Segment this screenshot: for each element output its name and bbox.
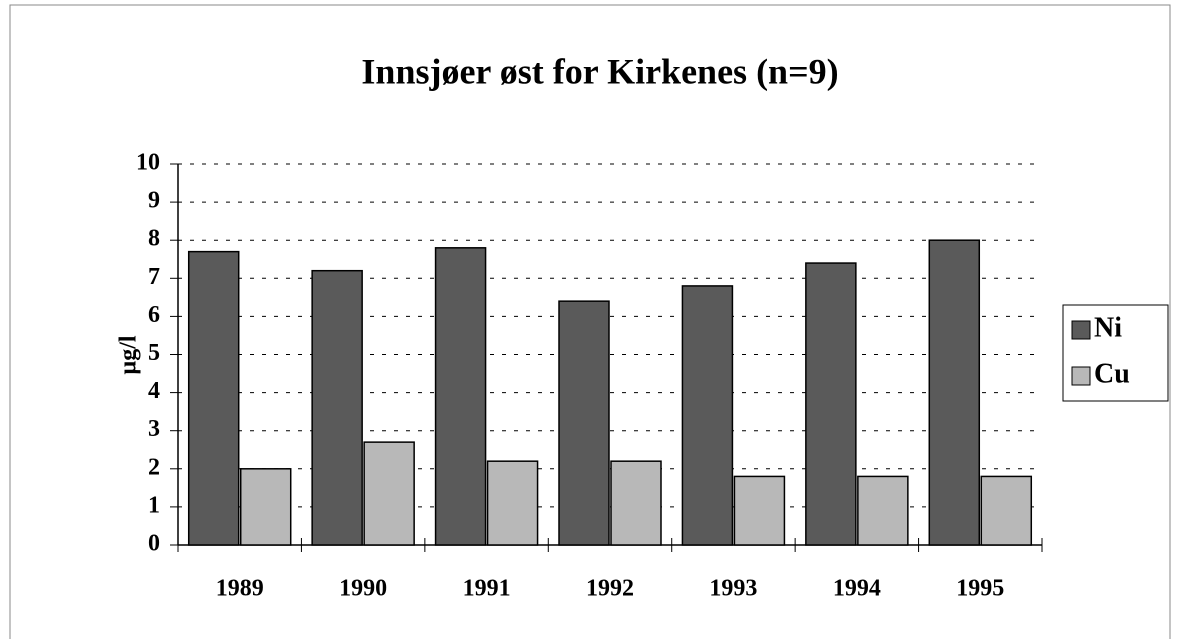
bar: [239, 468, 292, 546]
bar: [434, 247, 487, 546]
bar: [805, 262, 857, 546]
y-tick-label: 1: [148, 492, 160, 518]
chart-title: Innsjøer øst for Kirkenes (n=9): [361, 51, 838, 91]
bar: [610, 460, 662, 546]
y-tick-label: 0: [148, 531, 160, 557]
y-tick-label: 6: [148, 302, 160, 328]
x-tick-label: 1990: [339, 576, 387, 602]
bar: [733, 475, 786, 546]
bar: [857, 475, 909, 546]
x-tick-label: 1993: [709, 576, 757, 602]
y-tick-label: 3: [148, 416, 160, 442]
x-tick-label: 1995: [956, 576, 1004, 602]
y-tick-label: 9: [148, 188, 160, 214]
bar: [928, 239, 981, 546]
x-tick-label: 1989: [216, 576, 264, 602]
legend-label: Cu: [1094, 358, 1130, 389]
x-tick-label: 1991: [463, 576, 511, 602]
y-axis-label: µg/l: [116, 335, 142, 374]
bar: [681, 285, 734, 546]
bar: [558, 300, 610, 546]
legend-swatch: [1071, 366, 1091, 386]
bar: [187, 250, 240, 546]
x-tick-label: 1994: [833, 576, 881, 602]
bar: [486, 460, 539, 546]
y-tick-label: 2: [148, 454, 160, 480]
legend-label: Ni: [1094, 312, 1122, 343]
bar: [980, 475, 1033, 546]
chart-frame: [9, 4, 1171, 639]
y-tick-label: 8: [148, 226, 160, 252]
x-tick-label: 1992: [586, 576, 634, 602]
y-tick-label: 5: [148, 340, 160, 366]
y-tick-label: 4: [148, 378, 160, 404]
bar: [311, 269, 363, 546]
y-tick-label: 10: [136, 150, 160, 176]
legend-swatch: [1071, 320, 1091, 340]
bar: [363, 441, 415, 546]
y-tick-label: 7: [148, 264, 160, 290]
